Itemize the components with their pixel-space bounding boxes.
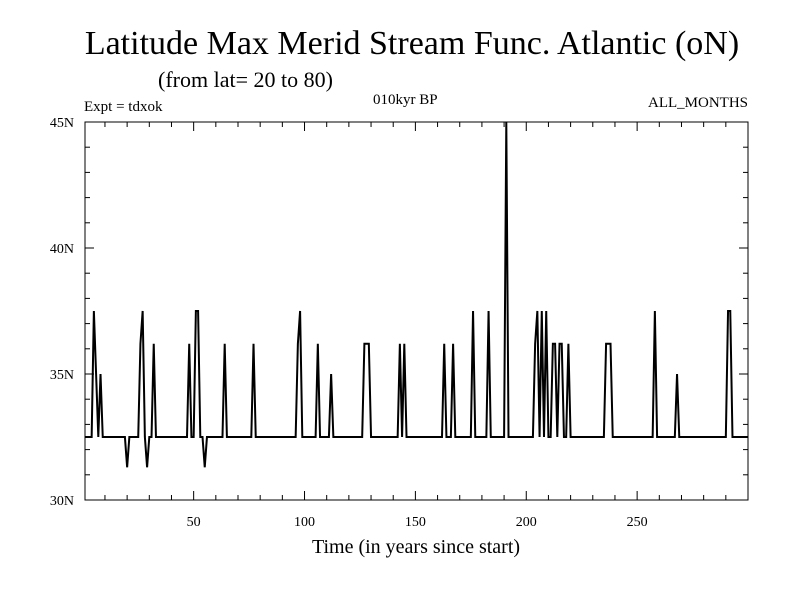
axis-ticks: [85, 122, 748, 500]
experiment-label: Expt = tdxok: [84, 99, 163, 115]
x-tick-label: 150: [405, 515, 426, 530]
x-tick-label: 200: [516, 515, 537, 530]
plot-frame: [84, 121, 749, 501]
period-label: 010kyr BP: [373, 92, 438, 108]
x-tick-label: 250: [627, 515, 648, 530]
y-tick-label: 45N: [50, 116, 74, 131]
y-tick-label: 40N: [50, 242, 74, 257]
chart-subtitle: (from lat= 20 to 80): [158, 67, 333, 92]
axis-tick-labels: 50 100 150 200 250 30N 35N 40N 45N: [50, 116, 648, 530]
x-tick-label: 50: [187, 515, 201, 530]
series-line: [85, 121, 748, 468]
y-tick-label: 30N: [50, 494, 74, 509]
x-axis-label: Time (in years since start): [312, 536, 520, 558]
chart-title: Latitude Max Merid Stream Func. Atlantic…: [85, 25, 739, 62]
y-tick-label: 35N: [50, 368, 74, 383]
x-tick-label: 100: [294, 515, 315, 530]
months-label: ALL_MONTHS: [648, 95, 748, 111]
